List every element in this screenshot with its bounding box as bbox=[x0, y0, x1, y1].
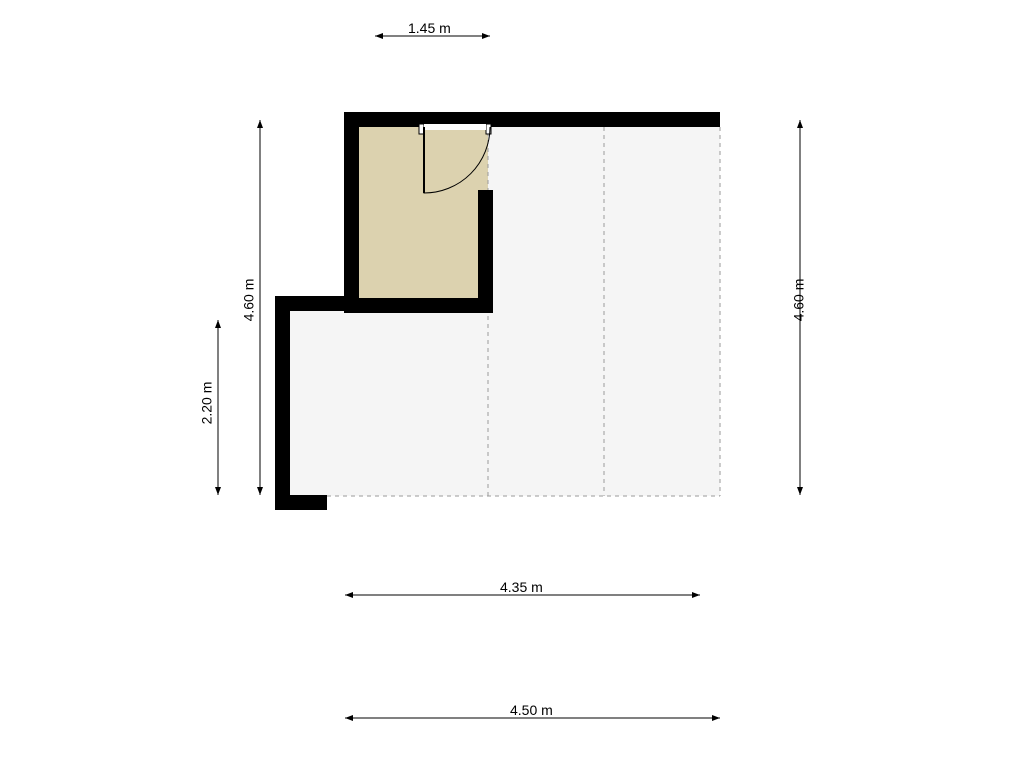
wall-closet-right bbox=[478, 190, 493, 313]
dim-top-label: 1.45 m bbox=[408, 20, 451, 36]
wall-left-upper bbox=[344, 112, 359, 296]
floorplan-canvas bbox=[0, 0, 1024, 768]
dim-bottom-inner-label: 4.35 m bbox=[500, 579, 543, 595]
wall-left-lower bbox=[275, 296, 290, 510]
door-opening bbox=[424, 124, 486, 130]
dim-bottom-outer-label: 4.50 m bbox=[510, 702, 553, 718]
wall-closet-bottom bbox=[344, 298, 493, 313]
wall-bottom-stub bbox=[275, 495, 327, 510]
dim-left-inner-label: 4.60 m bbox=[240, 279, 256, 322]
dim-right-label: 4.60 m bbox=[790, 279, 806, 322]
wall-top bbox=[344, 112, 720, 127]
dim-left-outer-label: 2.20 m bbox=[198, 382, 214, 425]
